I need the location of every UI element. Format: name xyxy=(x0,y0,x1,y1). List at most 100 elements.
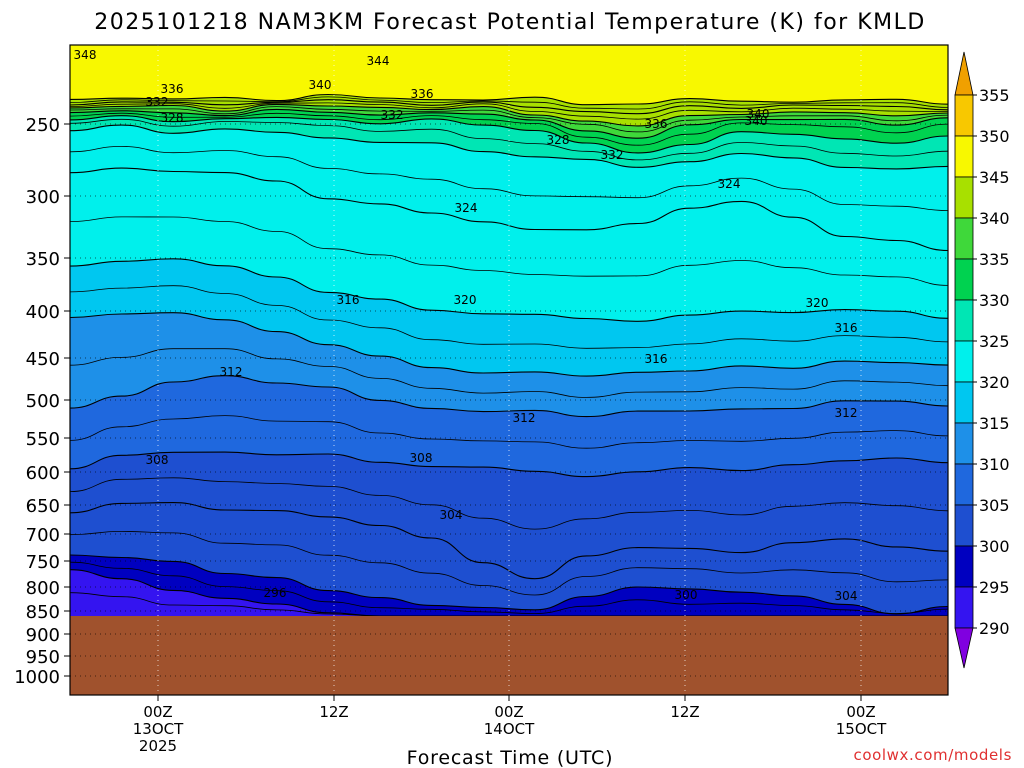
contour-label: 328 xyxy=(547,133,570,147)
contour-line xyxy=(70,258,948,322)
contour-line xyxy=(70,530,948,596)
colorbar-arrow-bottom xyxy=(954,627,974,669)
x-tick-label: 2025 xyxy=(139,737,177,755)
y-tick-label: 700 xyxy=(26,525,60,546)
contour-line xyxy=(70,118,948,161)
colorbar-segment xyxy=(954,586,974,629)
colorbar-label: 330 xyxy=(979,291,1010,310)
contour-label: 316 xyxy=(645,352,668,366)
contour-label: 340 xyxy=(309,78,332,92)
contour-label: 344 xyxy=(367,54,390,68)
contour-label: 336 xyxy=(161,82,184,96)
contour-label: 296 xyxy=(264,586,287,600)
filled-contours xyxy=(70,45,948,695)
colorbar-segment xyxy=(954,545,974,588)
contour-label: 340 xyxy=(747,107,770,121)
y-tick-label: 450 xyxy=(26,349,60,370)
contour-label: 312 xyxy=(835,406,858,420)
colorbar-label: 290 xyxy=(979,619,1010,638)
colorbar-segment xyxy=(954,217,974,260)
contour-label: 348 xyxy=(74,48,97,62)
contour-band xyxy=(70,45,948,105)
contour-line xyxy=(70,167,948,252)
contour-line xyxy=(70,415,948,449)
y-axis: 2503003504004505005506006507007508008509… xyxy=(14,115,70,688)
y-tick-label: 850 xyxy=(26,602,60,623)
contour-line xyxy=(70,112,948,146)
colorbar-segment xyxy=(954,299,974,342)
colorbar-segment xyxy=(954,135,974,178)
colorbar-label: 350 xyxy=(979,127,1010,146)
contour-label: 308 xyxy=(410,451,433,465)
contour-line xyxy=(70,115,948,154)
contour-line xyxy=(70,106,948,133)
credit-text: coolwx.com/models xyxy=(854,746,1013,764)
colorbar-label: 325 xyxy=(979,332,1010,351)
contour-line xyxy=(70,124,948,170)
y-tick-label: 1000 xyxy=(14,667,60,688)
contour-line xyxy=(70,451,948,478)
contour-label: 340 xyxy=(745,114,768,128)
contour-line xyxy=(70,216,948,286)
contour-line xyxy=(70,561,948,614)
x-tick-label: 12Z xyxy=(319,703,348,721)
colorbar-label: 320 xyxy=(979,373,1010,392)
contour-label: 304 xyxy=(835,589,858,603)
y-tick-label: 500 xyxy=(26,391,60,412)
contour-line xyxy=(70,285,948,349)
contour-label: 308 xyxy=(146,453,169,467)
contour-line xyxy=(70,93,948,106)
contour-label: 320 xyxy=(454,293,477,307)
contour-label: 332 xyxy=(601,148,624,162)
contour-label: 324 xyxy=(455,201,478,215)
contour-line xyxy=(70,99,948,115)
colorbar-label: 310 xyxy=(979,455,1010,474)
contour-label: 320 xyxy=(806,296,829,310)
contour-label: 304 xyxy=(440,508,463,522)
colorbar-segment xyxy=(954,422,974,465)
y-tick-label: 350 xyxy=(26,249,60,270)
contour-label: 316 xyxy=(835,321,858,335)
y-tick-label: 600 xyxy=(26,463,60,484)
colorbar-segment xyxy=(954,176,974,219)
x-tick-label: 14OCT xyxy=(484,720,535,738)
colorbar-label: 355 xyxy=(979,86,1010,105)
contour-line xyxy=(70,102,948,120)
colorbar-label: 295 xyxy=(979,578,1010,597)
grid-lines xyxy=(70,45,948,695)
contour-line xyxy=(70,145,948,211)
contour-label: 336 xyxy=(411,87,434,101)
chart-title: 2025101218 NAM3KM Forecast Potential Tem… xyxy=(94,10,926,35)
colorbar-segment xyxy=(954,94,974,137)
contour-line xyxy=(70,375,948,418)
x-axis-label: Forecast Time (UTC) xyxy=(407,747,614,768)
contour-line xyxy=(70,348,948,398)
contour-label: 328 xyxy=(161,111,184,125)
y-tick-label: 300 xyxy=(26,187,60,208)
x-tick-label: 12Z xyxy=(670,703,699,721)
contour-line xyxy=(70,108,948,139)
colorbar-segment xyxy=(954,381,974,424)
contour-label: 332 xyxy=(381,108,404,122)
contour-label: 324 xyxy=(718,177,741,191)
y-tick-label: 400 xyxy=(26,302,60,323)
contour-label: 312 xyxy=(220,365,243,379)
x-tick-label: 15OCT xyxy=(836,720,887,738)
colorbar-label: 335 xyxy=(979,250,1010,269)
contour-label: 312 xyxy=(513,411,536,425)
y-tick-label: 250 xyxy=(26,115,60,136)
colorbar-label: 305 xyxy=(979,496,1010,515)
contour-label: 300 xyxy=(675,588,698,602)
contour-line xyxy=(70,554,948,615)
colorbar-segment xyxy=(954,340,974,383)
colorbar-label: 315 xyxy=(979,414,1010,433)
colorbar-segment xyxy=(954,258,974,301)
y-tick-label: 550 xyxy=(26,429,60,450)
contour-line xyxy=(70,477,948,530)
contour-lines xyxy=(70,93,948,617)
y-tick-label: 800 xyxy=(26,578,60,599)
x-tick-label: 00Z xyxy=(846,703,875,721)
